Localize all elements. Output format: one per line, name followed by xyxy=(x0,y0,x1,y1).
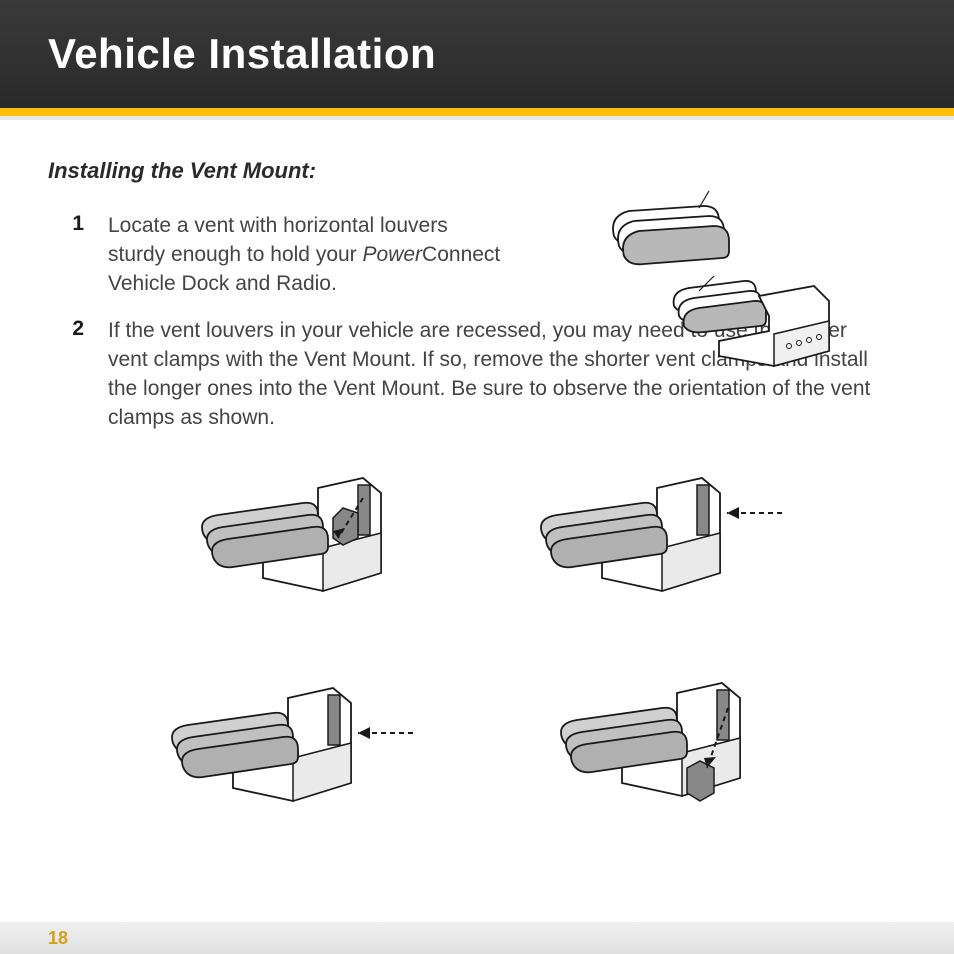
clamp-insert-icon xyxy=(153,673,433,853)
section-subtitle: Installing the Vent Mount: xyxy=(48,158,906,184)
clamp-insert-icon xyxy=(163,463,423,643)
page-title: Vehicle Installation xyxy=(48,30,436,78)
clamp-cell-top-left xyxy=(138,463,447,643)
accent-bar xyxy=(0,108,954,116)
page-number: 18 xyxy=(48,928,68,949)
clamp-insert-icon xyxy=(532,673,792,853)
step-text: Locate a vent with horizontal louvers st… xyxy=(108,212,508,299)
step-number: 1 xyxy=(48,212,108,299)
content-area: Installing the Vent Mount: 1 Locate a ve… xyxy=(0,120,954,853)
step-number: 2 xyxy=(48,317,108,433)
clamp-insert-icon xyxy=(522,463,802,643)
vent-mount-clamps-illustration xyxy=(544,186,884,386)
clamp-cell-bottom-left xyxy=(138,673,447,853)
page-header: Vehicle Installation xyxy=(0,0,954,108)
step-text-italic: Power xyxy=(363,243,423,266)
page-footer: 18 xyxy=(0,922,954,954)
vent-mount-icon xyxy=(544,186,884,386)
clamp-orientation-grid xyxy=(48,463,906,853)
clamp-cell-top-right xyxy=(507,463,816,643)
clamp-cell-bottom-right xyxy=(507,673,816,853)
